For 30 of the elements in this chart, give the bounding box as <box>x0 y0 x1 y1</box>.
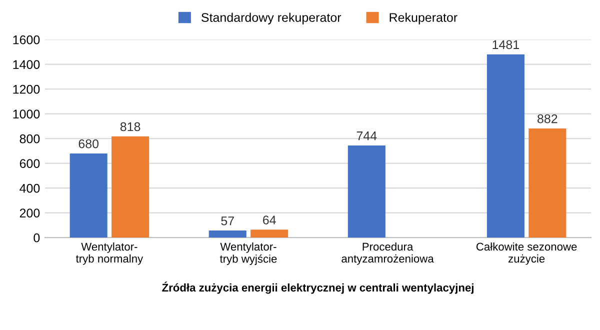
data-label: 818 <box>120 122 140 132</box>
y-tick-label: 600 <box>20 159 40 168</box>
y-tick-label: 400 <box>20 184 40 193</box>
data-label: 680 <box>78 139 99 148</box>
y-tick-label: 0 <box>34 233 40 242</box>
y-tick-label: 200 <box>20 208 40 218</box>
bar <box>70 153 108 238</box>
y-tick-label: 800 <box>20 134 40 144</box>
legend-label: Rekuperator <box>390 12 458 24</box>
data-label: 744 <box>356 132 377 140</box>
data-label: 1481 <box>492 40 519 50</box>
x-tick-label: Całkowite sezonowe zużycie <box>476 242 577 265</box>
x-axis-title: Źródła zużycia energii elektrycznej w centrali wentylacyjnej <box>162 282 474 294</box>
data-label: 57 <box>221 216 234 226</box>
y-tick-label: 1400 <box>13 60 40 69</box>
bar <box>348 146 386 238</box>
bar <box>208 230 246 238</box>
data-label: 64 <box>263 216 276 224</box>
legend-label: Standardowy rekuperator <box>202 12 342 24</box>
bar <box>112 136 150 238</box>
y-tick-label: 1000 <box>13 110 40 118</box>
x-tick-label: Wentylator- tryb normalny <box>76 242 144 265</box>
data-label: 882 <box>538 114 558 124</box>
x-tick-label: Wentylator- tryb wyjście <box>220 242 277 265</box>
y-tick-label: 1200 <box>13 84 40 94</box>
y-tick-label: 1600 <box>13 35 40 44</box>
bar <box>528 128 566 238</box>
bar <box>486 54 524 238</box>
x-tick-label: Procedura antyzamrożeniowa <box>342 242 434 265</box>
bar <box>250 230 288 238</box>
